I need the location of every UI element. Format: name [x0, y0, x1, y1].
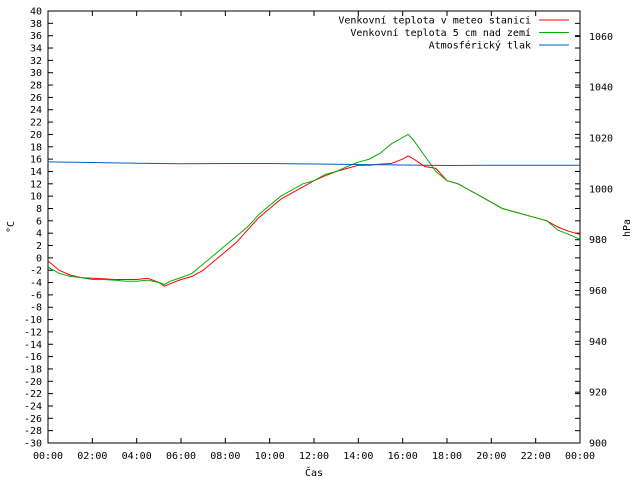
- series-line-2: [47, 161, 580, 167]
- x-tick-label: 00:00: [33, 451, 63, 462]
- y-left-tick-label: -10: [24, 315, 42, 326]
- y-left-tick-label: 24: [30, 105, 42, 116]
- y-right-tick-label: 940: [589, 337, 607, 348]
- x-axis-label: Čas: [305, 466, 323, 479]
- series-line-0: [47, 155, 581, 287]
- y-left-tick-label: 20: [30, 130, 42, 141]
- y-left-tick-label: 2: [36, 241, 42, 252]
- legend: Venkovní teplota v meteo staniciVenkovní…: [338, 15, 569, 52]
- y-left-tick-label: -28: [24, 426, 42, 437]
- y-left-tick-label: 30: [30, 68, 42, 79]
- y-left-tick-label: 16: [30, 155, 42, 166]
- y-left-tick-label: -24: [24, 401, 42, 412]
- x-tick-label: 22:00: [521, 451, 551, 462]
- x-tick-label: 04:00: [122, 451, 152, 462]
- y-left-tick-label: -20: [24, 377, 42, 388]
- y-right-tick-label: 960: [589, 286, 607, 297]
- y-left-tick-label: -12: [24, 327, 42, 338]
- x-tick-label: 20:00: [476, 451, 506, 462]
- x-tick-label: 08:00: [210, 451, 240, 462]
- y-left-tick-label: -2: [30, 266, 42, 277]
- y-left-tick-label: 38: [30, 19, 42, 30]
- y-left-tick-label: 0: [36, 253, 42, 264]
- legend-label: Venkovní teplota v meteo stanici: [338, 15, 531, 27]
- y-right-tick-label: 920: [589, 388, 607, 399]
- y-left-tick-label: 32: [30, 56, 42, 67]
- y-left-tick-label: 34: [30, 44, 42, 55]
- x-tick-label: 18:00: [432, 451, 462, 462]
- y-left-tick-label: 12: [30, 179, 42, 190]
- legend-label: Venkovní teplota 5 cm nad zemí: [350, 27, 531, 39]
- y-left-tick-label: -30: [24, 439, 42, 450]
- y-axis-left-label: °C: [6, 221, 17, 233]
- x-axis: 00:00 02:00 04:00 06:00 08:00 10:00 12:00 14:00…: [33, 11, 595, 462]
- y-left-tick-label: -4: [30, 278, 42, 289]
- x-tick-label: 10:00: [255, 451, 285, 462]
- y-axis-right-label: hPa: [622, 219, 633, 237]
- y-left-tick-label: -16: [24, 352, 42, 363]
- y-left-tick-label: 10: [30, 192, 42, 203]
- y-right-tick-label: 1040: [589, 83, 613, 94]
- x-tick-label: 06:00: [166, 451, 196, 462]
- y-left-tick-label: 22: [30, 118, 42, 129]
- y-left-tick-label: 8: [36, 204, 42, 215]
- y-left-tick-label: -8: [30, 303, 42, 314]
- y-right-tick-label: 1000: [589, 184, 613, 195]
- y-left-tick-label: -6: [30, 290, 42, 301]
- series-lines: [47, 133, 581, 287]
- y-axis-left: 4038363432302826242220181614121086420-2-…: [24, 7, 580, 450]
- x-tick-label: 16:00: [388, 451, 418, 462]
- y-right-tick-label: 980: [589, 235, 607, 246]
- x-tick-label: 12:00: [299, 451, 329, 462]
- y-left-tick-label: 26: [30, 93, 42, 104]
- legend-label: Atmosférický tlak: [429, 40, 531, 52]
- x-tick-label: 14:00: [343, 451, 373, 462]
- y-left-tick-label: -18: [24, 364, 42, 375]
- y-left-tick-label: 18: [30, 142, 42, 153]
- y-right-tick-label: 1060: [589, 32, 613, 43]
- y-left-tick-label: 40: [30, 7, 42, 18]
- y-left-tick-label: 36: [30, 31, 42, 42]
- y-left-tick-label: -26: [24, 414, 42, 425]
- y-left-tick-label: -14: [24, 340, 42, 351]
- y-axis-right: 1060 1040 1020 1000 980 960 940 920 900: [575, 32, 613, 450]
- x-tick-label: 00:00: [565, 451, 595, 462]
- y-left-tick-label: 14: [30, 167, 42, 178]
- series-line-1: [47, 133, 581, 285]
- y-left-tick-label: -22: [24, 389, 42, 400]
- y-left-tick-label: 6: [36, 216, 42, 227]
- x-tick-label: 02:00: [77, 451, 107, 462]
- plot-frame: [47, 10, 581, 444]
- y-left-tick-label: 28: [30, 81, 42, 92]
- y-left-tick-label: 4: [36, 229, 42, 240]
- y-right-tick-label: 1020: [589, 134, 613, 145]
- y-right-tick-label: 900: [589, 439, 607, 450]
